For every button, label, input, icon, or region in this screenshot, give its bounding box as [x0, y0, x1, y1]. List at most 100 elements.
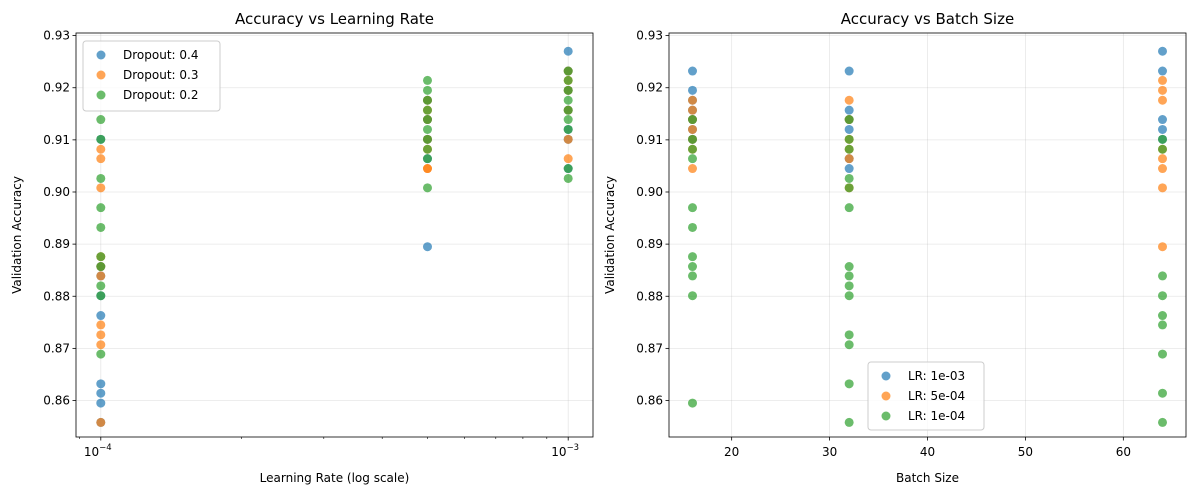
batch-xtick-base-2: 40 [920, 445, 935, 459]
batch-point-s2-3 [688, 154, 697, 164]
batch-legend-label-2: LR: 1e-04 [908, 409, 965, 423]
batch-xtick-base-4: 60 [1116, 445, 1131, 459]
batch-point-s2-18 [844, 271, 854, 281]
lr-point-s2-4 [96, 222, 106, 232]
batch-chart-title: Accuracy vs Batch Size [841, 10, 1014, 28]
lr-ytick-label-0: 0.86 [43, 394, 70, 408]
batch-point-s0-15 [1158, 115, 1167, 125]
lr-point-s2-15 [422, 124, 432, 134]
lr-point-s2-16 [422, 134, 432, 144]
lr-point-s2-0 [96, 115, 106, 125]
lr-xtick-exp-1: −3 [567, 443, 580, 453]
lr-point-s2-7 [96, 281, 106, 291]
batch-point-s1-14 [1158, 85, 1167, 95]
lr-point-s2-14 [422, 115, 432, 125]
lr-legend-label-2: Dropout: 0.2 [123, 88, 198, 102]
lr-point-s1-6 [96, 320, 106, 330]
lr-point-s1-7 [96, 330, 106, 340]
lr-legend-label-1: Dropout: 0.3 [123, 68, 198, 82]
batch-xtick-label-1: 30 [822, 445, 837, 459]
batch-point-s1-19 [1158, 183, 1167, 193]
lr-point-s2-22 [563, 85, 573, 95]
batch-point-s1-7 [844, 95, 854, 105]
batch-point-s2-1 [688, 134, 697, 144]
lr-legend-marker-2 [96, 90, 106, 100]
batch-x-axis-label: Batch Size [896, 471, 959, 485]
lr-point-s1-22 [563, 154, 573, 164]
batch-point-s2-0 [688, 115, 697, 125]
batch-point-s0-16 [1158, 124, 1167, 134]
batch-ytick-label-1: 0.87 [636, 341, 663, 355]
batch-point-s0-7 [844, 66, 854, 76]
batch-legend-marker-0 [881, 371, 891, 381]
batch-ytick-label-4: 0.90 [636, 185, 663, 199]
batch-point-s0-0 [688, 66, 697, 76]
batch-xtick-base-1: 30 [822, 445, 837, 459]
lr-xtick-base-1: 10 [551, 445, 566, 459]
batch-point-s2-24 [844, 417, 854, 427]
lr-xtick-base-0: 10 [84, 445, 99, 459]
lr-point-s2-21 [563, 75, 573, 85]
batch-point-s0-10 [844, 124, 854, 134]
lr-legend-marker-1 [96, 70, 106, 80]
batch-xtick-label-2: 40 [920, 445, 935, 459]
lr-legend: Dropout: 0.4 Dropout: 0.3 Dropout: 0.2 [82, 40, 221, 112]
batch-point-s2-11 [844, 115, 854, 125]
lr-point-s2-18 [422, 154, 432, 164]
lr-xtick-exp-0: −4 [99, 443, 112, 453]
lr-ytick-label-7: 0.93 [43, 29, 70, 43]
batch-point-s2-30 [1158, 320, 1167, 330]
lr-plot-frame [75, 32, 594, 438]
batch-xtick-base-0: 20 [724, 445, 739, 459]
batch-point-s2-5 [688, 222, 697, 232]
lr-point-s0-0 [96, 311, 106, 321]
lr-point-s0-3 [96, 398, 106, 408]
batch-ytick-label-6: 0.92 [636, 81, 663, 95]
batch-point-s2-32 [1158, 388, 1167, 398]
lr-ytick-label-2: 0.88 [43, 289, 70, 303]
batch-point-s2-25 [1158, 134, 1167, 144]
lr-point-s2-20 [563, 66, 573, 76]
lr-point-s1-1 [96, 154, 106, 164]
batch-point-s2-27 [1158, 271, 1167, 281]
batch-point-s0-14 [1158, 66, 1167, 76]
batch-point-s2-9 [688, 291, 697, 301]
batch-point-s1-18 [1158, 164, 1167, 174]
lr-point-s2-5 [96, 252, 106, 262]
batch-point-s0-1 [688, 85, 697, 95]
batch-point-s2-6 [688, 252, 697, 262]
lr-ytick-label-5: 0.91 [43, 133, 70, 147]
batch-point-s1-1 [688, 105, 697, 115]
lr-ytick-label-6: 0.92 [43, 81, 70, 95]
lr-xtick-label-0: 10−4 [84, 443, 112, 459]
lr-point-s2-26 [563, 124, 573, 134]
lr-point-s2-3 [96, 203, 106, 213]
batch-point-s1-13 [1158, 75, 1167, 85]
lr-point-s2-6 [96, 262, 106, 272]
batch-point-s1-17 [1158, 154, 1167, 164]
batch-size-scatter-panel: 0.86 0.87 0.88 0.89 0.90 0.91 0.92 0.93 20 30 40 50… [603, 10, 1187, 485]
lr-point-s2-23 [563, 95, 573, 105]
batch-legend-marker-1 [881, 391, 891, 401]
batch-legend-box [867, 361, 985, 431]
batch-xtick-label-0: 20 [724, 445, 739, 459]
lr-point-s2-17 [422, 144, 432, 154]
lr-legend-box [82, 40, 221, 112]
lr-point-s2-9 [96, 349, 106, 359]
batch-point-s2-29 [1158, 311, 1167, 321]
batch-point-s2-16 [844, 203, 854, 213]
lr-legend-marker-0 [96, 50, 106, 60]
batch-legend-label-1: LR: 5e-04 [908, 389, 965, 403]
batch-point-s1-15 [1158, 95, 1167, 105]
lr-point-s2-27 [563, 164, 573, 174]
batch-legend-marker-2 [881, 411, 891, 421]
lr-point-s0-2 [96, 388, 106, 398]
lr-point-s2-1 [96, 134, 106, 144]
batch-ytick-label-7: 0.93 [636, 29, 663, 43]
lr-point-s2-24 [563, 105, 573, 115]
lr-point-s1-16 [422, 164, 432, 174]
batch-point-s1-0 [688, 95, 697, 105]
lr-point-s0-14 [563, 46, 573, 56]
batch-point-s2-21 [844, 330, 854, 340]
